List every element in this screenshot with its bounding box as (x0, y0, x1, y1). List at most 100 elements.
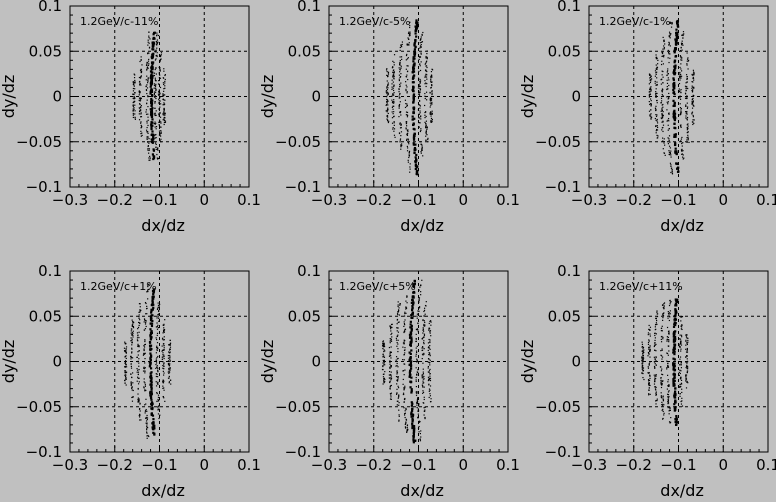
data-point (649, 350, 651, 352)
data-point (662, 55, 664, 57)
data-point (419, 105, 422, 107)
data-point (138, 317, 140, 319)
data-point (673, 403, 676, 406)
data-point (154, 91, 156, 93)
data-point (133, 101, 135, 103)
data-point (147, 52, 149, 54)
data-point (149, 383, 152, 386)
data-point (415, 380, 417, 383)
data-point (656, 68, 658, 70)
data-point (419, 56, 421, 58)
data-point (131, 396, 133, 399)
data-point (394, 136, 396, 138)
data-point (655, 130, 657, 132)
data-point (169, 369, 171, 371)
data-point (146, 425, 148, 427)
data-point (409, 171, 411, 173)
data-point (155, 363, 157, 366)
data-point (386, 80, 388, 82)
data-point (408, 152, 410, 154)
data-point (680, 70, 683, 72)
data-point (397, 313, 399, 316)
data-point (132, 396, 134, 398)
data-point (648, 383, 650, 385)
data-point (141, 64, 143, 66)
data-point (408, 150, 411, 152)
data-point (667, 399, 670, 401)
data-point (409, 320, 412, 323)
data-point (124, 360, 127, 362)
data-point (668, 112, 670, 114)
data-point (675, 31, 678, 34)
data-point (667, 364, 669, 367)
data-point (418, 420, 420, 422)
data-point (138, 97, 141, 99)
data-point (675, 415, 678, 418)
data-point (654, 70, 657, 72)
data-point (667, 362, 669, 365)
data-point (403, 407, 405, 409)
data-point (674, 400, 677, 403)
data-point (149, 90, 152, 94)
data-point (430, 104, 432, 106)
data-point (669, 301, 672, 303)
data-point (140, 116, 143, 118)
data-point (670, 156, 672, 158)
data-point (406, 105, 408, 107)
data-point (685, 374, 687, 376)
data-point (406, 134, 409, 136)
data-point (424, 111, 427, 113)
data-point (148, 142, 150, 144)
data-point (415, 26, 419, 29)
data-point (155, 91, 157, 93)
data-point (663, 39, 665, 41)
data-point (418, 85, 421, 88)
data-point (139, 92, 141, 94)
data-point (138, 358, 140, 360)
data-point (409, 344, 413, 347)
data-point (155, 83, 157, 85)
data-point (157, 302, 159, 304)
data-point (130, 365, 132, 368)
data-point (672, 69, 676, 72)
data-point (681, 326, 683, 328)
data-point (132, 87, 135, 90)
data-point (158, 320, 160, 322)
data-point (403, 398, 406, 400)
data-point (148, 435, 150, 438)
data-point (676, 167, 679, 170)
data-point (642, 376, 644, 379)
data-point (681, 145, 683, 147)
data-point (679, 97, 681, 99)
data-point (139, 97, 142, 100)
data-point (685, 356, 687, 358)
data-point (131, 341, 133, 344)
data-point (157, 157, 160, 160)
data-point (429, 355, 431, 357)
data-point (158, 72, 160, 74)
data-point (412, 143, 415, 146)
data-point (668, 150, 670, 152)
data-point (679, 114, 681, 116)
data-point (162, 339, 164, 341)
data-point (405, 89, 407, 92)
data-point (144, 319, 146, 321)
data-point (403, 325, 405, 328)
x-axis-title: dx/dz (660, 481, 704, 500)
data-point (410, 391, 413, 394)
data-point (667, 396, 669, 398)
data-point (152, 155, 156, 158)
data-point (382, 365, 384, 368)
x-tick-label: −0.3 (571, 456, 607, 474)
data-point (655, 386, 657, 389)
data-point (151, 118, 154, 121)
data-point (649, 91, 651, 93)
data-point (134, 113, 136, 115)
data-point (150, 99, 153, 102)
data-point (164, 78, 166, 81)
data-point (144, 340, 146, 343)
data-point (648, 328, 650, 331)
data-point (661, 137, 664, 139)
data-point (674, 46, 677, 50)
data-point (398, 107, 400, 109)
